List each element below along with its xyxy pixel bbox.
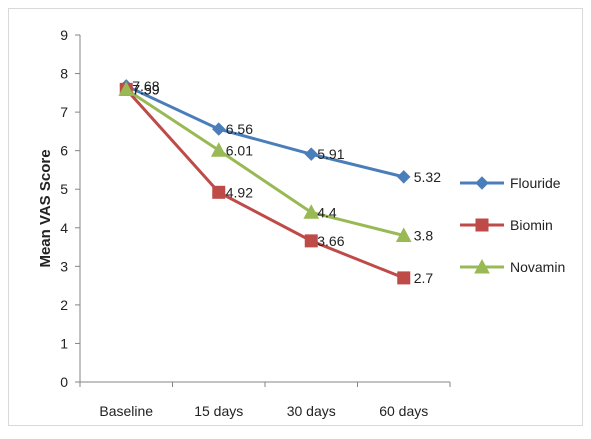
data-label: 4.4	[317, 204, 337, 220]
data-point-novamin	[210, 142, 227, 157]
legend-marker-flouride	[475, 176, 489, 190]
data-point-biomin	[304, 234, 318, 248]
y-tick-label: 3	[60, 258, 68, 274]
y-tick-label: 9	[60, 27, 68, 43]
legend-label-novamin: Novamin	[510, 259, 565, 275]
data-point-flouride	[397, 170, 411, 184]
y-tick-label: 1	[60, 335, 68, 351]
y-tick-label: 6	[60, 143, 68, 159]
x-tick-label: 30 days	[287, 403, 336, 419]
y-axis-title: Mean VAS Score	[37, 149, 54, 267]
legend-label-flouride: Flouride	[510, 175, 561, 191]
y-tick-label: 4	[60, 220, 68, 236]
x-tick-label: 15 days	[194, 403, 243, 419]
series-line-novamin	[125, 88, 405, 237]
data-label: 6.01	[226, 142, 253, 158]
data-label: 7.68	[132, 78, 159, 94]
series-line-flouride	[125, 84, 405, 179]
data-point-novamin	[118, 81, 135, 96]
data-point-novamin	[303, 204, 320, 219]
y-tick-label: 5	[60, 181, 68, 197]
y-tick-label: 0	[60, 374, 68, 390]
y-tick-label: 2	[60, 297, 68, 313]
data-point-novamin	[395, 227, 412, 242]
data-point-flouride	[304, 147, 318, 161]
x-tick-label: 60 days	[379, 403, 428, 419]
series-line-biomin	[125, 88, 405, 280]
chart-border	[8, 8, 583, 426]
data-label: 6.56	[226, 121, 253, 137]
data-label: 3.66	[317, 233, 344, 249]
data-point-biomin	[397, 271, 411, 285]
y-tick-label: 8	[60, 66, 68, 82]
data-label: 2.7	[414, 270, 434, 286]
data-label: 3.8	[414, 227, 434, 243]
legend-label-biomin: Biomin	[510, 217, 553, 233]
data-point-biomin	[212, 185, 226, 199]
data-point-flouride	[212, 122, 226, 136]
data-label: 5.32	[414, 169, 441, 185]
y-tick-label: 7	[60, 104, 68, 120]
x-tick-label: Baseline	[99, 403, 153, 419]
data-label: 7.59	[132, 81, 159, 97]
data-label: 4.92	[226, 184, 253, 200]
data-label: 5.91	[317, 146, 344, 162]
legend-marker-novamin	[474, 258, 490, 274]
legend-marker-biomin	[475, 218, 489, 232]
data-label: 7.59	[132, 81, 159, 97]
